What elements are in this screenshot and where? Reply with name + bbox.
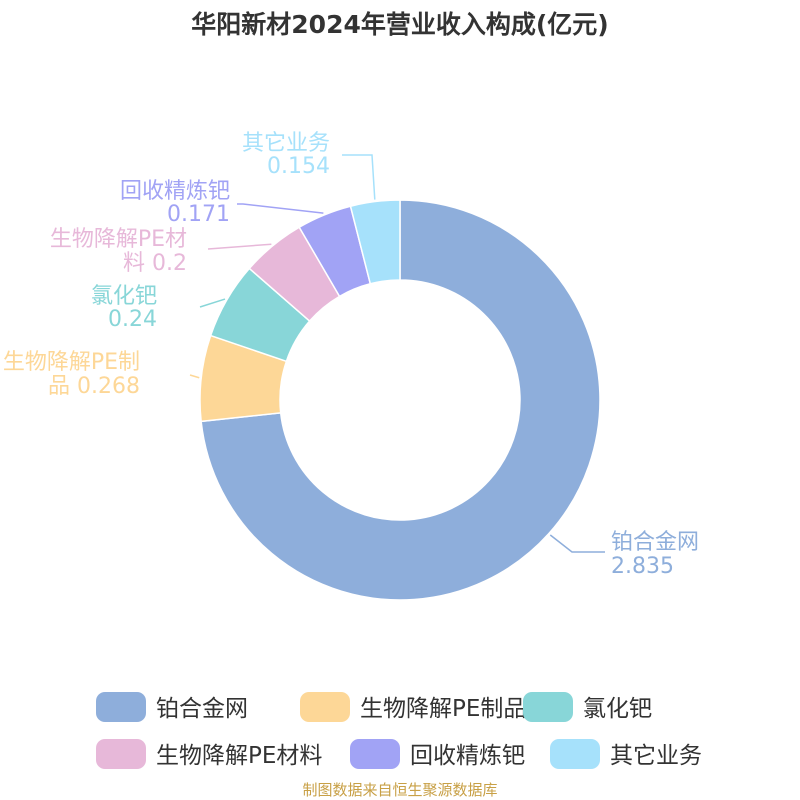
leader-line-5 xyxy=(342,154,376,200)
chart-title: 华阳新材2024年营业收入构成(亿元) xyxy=(191,10,608,39)
slice-label-1-line-1: 品 0.268 xyxy=(48,374,140,399)
slice-label-0-line-0: 铂合金网 xyxy=(611,530,699,555)
legend-swatch-4 xyxy=(350,739,400,769)
leader-line-2 xyxy=(199,298,226,308)
legend-swatch-0 xyxy=(96,692,146,722)
leader-lines xyxy=(189,154,605,553)
legend-item-3[interactable]: 生物降解PE材料 xyxy=(96,739,322,769)
slice-label-1-line-0: 生物降解PE制 xyxy=(3,350,140,375)
slice-label-4-line-0: 回收精炼钯 xyxy=(120,179,230,204)
legend-swatch-2 xyxy=(523,692,573,722)
legend-swatch-1 xyxy=(300,692,350,722)
slice-label-2-line-0: 氯化钯 xyxy=(91,284,157,309)
legend-label-3: 生物降解PE材料 xyxy=(156,743,322,769)
leader-line-0 xyxy=(549,534,605,553)
legend-item-4[interactable]: 回收精炼钯 xyxy=(350,739,525,769)
legend-label-4: 回收精炼钯 xyxy=(410,743,525,769)
leader-line-4 xyxy=(237,203,324,214)
slice-label-3-line-1: 料 0.2 xyxy=(123,251,187,276)
slice-label-5-line-1: 0.154 xyxy=(267,154,330,179)
leader-line-1 xyxy=(189,374,200,379)
legend-label-0: 铂合金网 xyxy=(156,696,248,722)
source-note: 制图数据来自恒生聚源数据库 xyxy=(302,781,497,799)
legend-label-5: 其它业务 xyxy=(610,743,702,769)
legend-label-1: 生物降解PE制品 xyxy=(360,696,526,722)
legend-swatch-5 xyxy=(550,739,600,769)
legend-swatch-3 xyxy=(96,739,146,769)
slice-label-5-line-0: 其它业务 xyxy=(242,131,330,156)
slice-0[interactable] xyxy=(200,199,601,601)
slice-label-4-line-1: 0.171 xyxy=(167,202,230,227)
legend-item-5[interactable]: 其它业务 xyxy=(550,739,702,769)
slice-label-2-line-1: 0.24 xyxy=(108,307,157,332)
legend-item-0[interactable]: 铂合金网 xyxy=(96,692,248,722)
legend-item-2[interactable]: 氯化钯 xyxy=(523,692,652,722)
legend-label-2: 氯化钯 xyxy=(583,696,652,722)
slice-label-0-line-1: 2.835 xyxy=(611,554,674,579)
legend-item-1[interactable]: 生物降解PE制品 xyxy=(300,692,526,722)
slice-5[interactable] xyxy=(349,199,401,285)
slice-label-3-line-0: 生物降解PE材 xyxy=(50,227,187,252)
slices xyxy=(199,199,601,601)
leader-line-3 xyxy=(207,243,272,250)
